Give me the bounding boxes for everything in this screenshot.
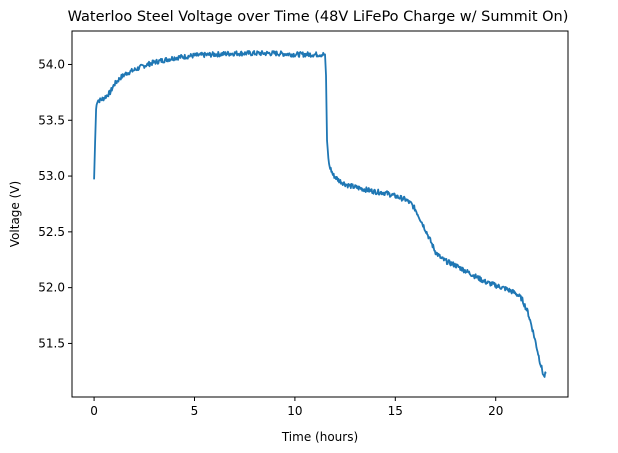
y-tick-label: 51.5 [38, 336, 65, 350]
y-tick-label: 52.0 [38, 281, 65, 295]
plot-area [71, 30, 569, 398]
y-tick-label: 53.0 [38, 169, 65, 183]
y-axis-ticks: 51.5 52.0 52.5 53.0 53.5 54.0 [38, 57, 72, 350]
x-axis-ticks: 0 5 10 15 20 [90, 397, 503, 418]
x-tick-label: 20 [488, 404, 503, 418]
axes-frame [71, 30, 569, 398]
y-tick-label: 54.0 [38, 57, 65, 71]
y-tick-label: 52.5 [38, 225, 65, 239]
x-tick-label: 15 [388, 404, 403, 418]
y-tick-label: 53.5 [38, 113, 65, 127]
x-tick-label: 5 [191, 404, 199, 418]
y-axis-label: Voltage (V) [8, 181, 22, 247]
x-axis-label: Time (hours) [281, 430, 358, 444]
x-tick-label: 0 [90, 404, 98, 418]
series-line-voltage [93, 50, 547, 378]
x-tick-label: 10 [287, 404, 302, 418]
chart-title: Waterloo Steel Voltage over Time (48V Li… [68, 9, 569, 25]
